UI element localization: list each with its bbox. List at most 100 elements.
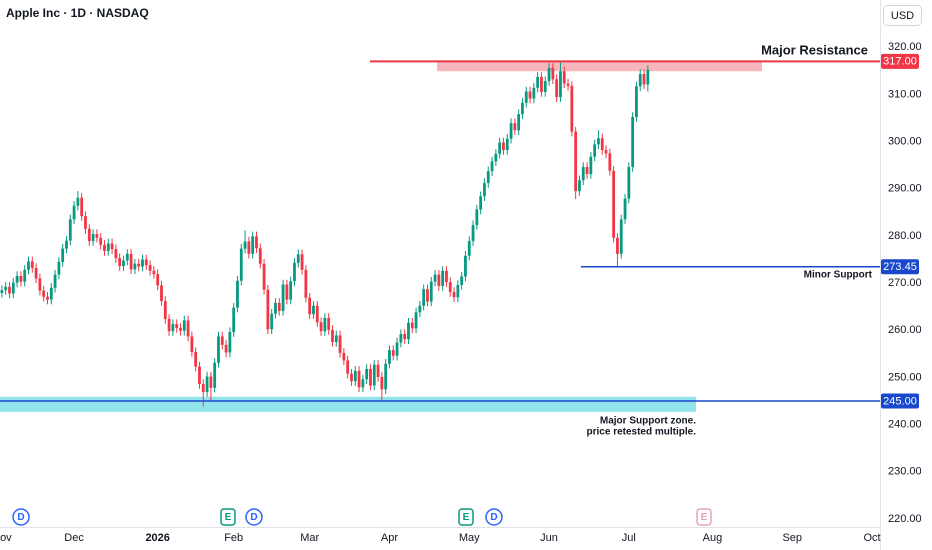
- price-badge-label: 317.00: [883, 56, 917, 68]
- y-tick-label: 320.00: [888, 41, 922, 53]
- candle-body: [528, 91, 532, 99]
- y-tick-label: 240.00: [888, 419, 922, 431]
- candle-body: [103, 244, 106, 251]
- candle-body: [604, 150, 608, 154]
- candle-body: [376, 364, 380, 377]
- candle-body: [114, 249, 118, 259]
- candle-body: [156, 274, 160, 286]
- candle-body: [570, 85, 574, 132]
- candle-body: [426, 289, 429, 302]
- x-tick-label: Mar: [300, 532, 319, 544]
- candle-body: [8, 286, 11, 294]
- candle-body: [76, 197, 80, 206]
- candle-body: [95, 234, 99, 238]
- candle-body: [331, 329, 334, 343]
- x-tick-label: Oct: [863, 532, 880, 544]
- event-icon: [696, 508, 712, 526]
- candle-body: [300, 254, 304, 270]
- candle-body: [445, 270, 448, 283]
- candle-body: [521, 102, 524, 115]
- candle-body: [274, 302, 277, 314]
- candle-body: [137, 263, 141, 267]
- currency-button[interactable]: [883, 5, 922, 26]
- annotation: Major Resistance: [761, 42, 868, 57]
- candle-body: [429, 281, 433, 302]
- candle-body: [395, 342, 399, 356]
- candle-body: [559, 71, 562, 98]
- candle-body: [483, 183, 486, 197]
- x-tick-label: Jul: [622, 532, 636, 544]
- candle-body: [308, 297, 312, 315]
- candle-body: [289, 281, 293, 300]
- event-icon: [12, 508, 30, 526]
- event-label: E: [463, 512, 470, 523]
- y-tick-label: 270.00: [888, 277, 922, 289]
- candle-body: [262, 263, 266, 290]
- candle-body: [129, 253, 133, 270]
- candle-body: [84, 216, 87, 229]
- event-icon: [485, 508, 503, 526]
- candle-body: [194, 351, 198, 367]
- candles: [0, 61, 650, 407]
- candle-body: [175, 324, 179, 328]
- candle-body: [319, 322, 323, 332]
- y-tick-label: 290.00: [888, 183, 922, 195]
- candle-body: [251, 236, 255, 254]
- candle-body: [593, 144, 597, 157]
- x-tick-label: Feb: [224, 532, 243, 544]
- candle-body: [46, 296, 49, 300]
- candle-body: [448, 282, 452, 293]
- candle-body: [502, 142, 505, 151]
- candle-body: [589, 156, 593, 175]
- candle-body: [475, 209, 479, 226]
- candle-body: [258, 248, 262, 264]
- price-badge-label: 273.45: [883, 261, 917, 273]
- y-tick-label: 280.00: [888, 230, 922, 242]
- candle-body: [42, 290, 46, 297]
- candle-body: [353, 370, 357, 382]
- candle-body: [456, 284, 460, 298]
- candle-body: [384, 363, 388, 390]
- candle-body: [399, 334, 403, 343]
- candle-body: [441, 270, 445, 286]
- candle-body: [350, 373, 353, 382]
- currency-label[interactable]: USD: [891, 10, 914, 22]
- candle-body: [270, 313, 274, 330]
- price-badge: [881, 53, 919, 69]
- candle-body: [619, 219, 623, 254]
- candle-body: [460, 276, 464, 285]
- chart-title: Apple Inc · 1D · NASDAQ: [6, 6, 149, 20]
- zone: [0, 396, 696, 412]
- candle-body: [65, 240, 68, 249]
- candle-body: [220, 336, 224, 345]
- annotation: price retested multiple.: [587, 427, 697, 438]
- candle-body: [551, 67, 555, 80]
- candle-body: [479, 196, 483, 210]
- candle-body: [361, 379, 365, 388]
- candle-body: [72, 205, 76, 220]
- candle-body: [471, 225, 475, 242]
- y-tick-label: 220.00: [888, 513, 922, 525]
- candle-body: [209, 376, 213, 388]
- candle-body: [327, 317, 331, 330]
- candle-body: [540, 76, 543, 93]
- candle-body: [11, 282, 15, 294]
- candle-body: [110, 243, 114, 250]
- candle-body: [163, 301, 167, 319]
- y-tick-label: 260.00: [888, 324, 922, 336]
- candle-body: [407, 322, 410, 340]
- candle-body: [578, 180, 581, 192]
- candle-body: [646, 69, 650, 85]
- candle-body: [536, 76, 540, 88]
- candle-body: [91, 234, 95, 242]
- candle-body: [581, 167, 585, 181]
- candle-body: [597, 138, 600, 145]
- candle-body: [80, 197, 84, 217]
- candle-body: [635, 86, 638, 118]
- candle-body: [532, 87, 536, 99]
- candle-body: [68, 219, 72, 241]
- candle-body: [494, 153, 498, 162]
- candle-body: [509, 123, 513, 139]
- candle-body: [133, 263, 137, 270]
- candle-body: [346, 360, 350, 374]
